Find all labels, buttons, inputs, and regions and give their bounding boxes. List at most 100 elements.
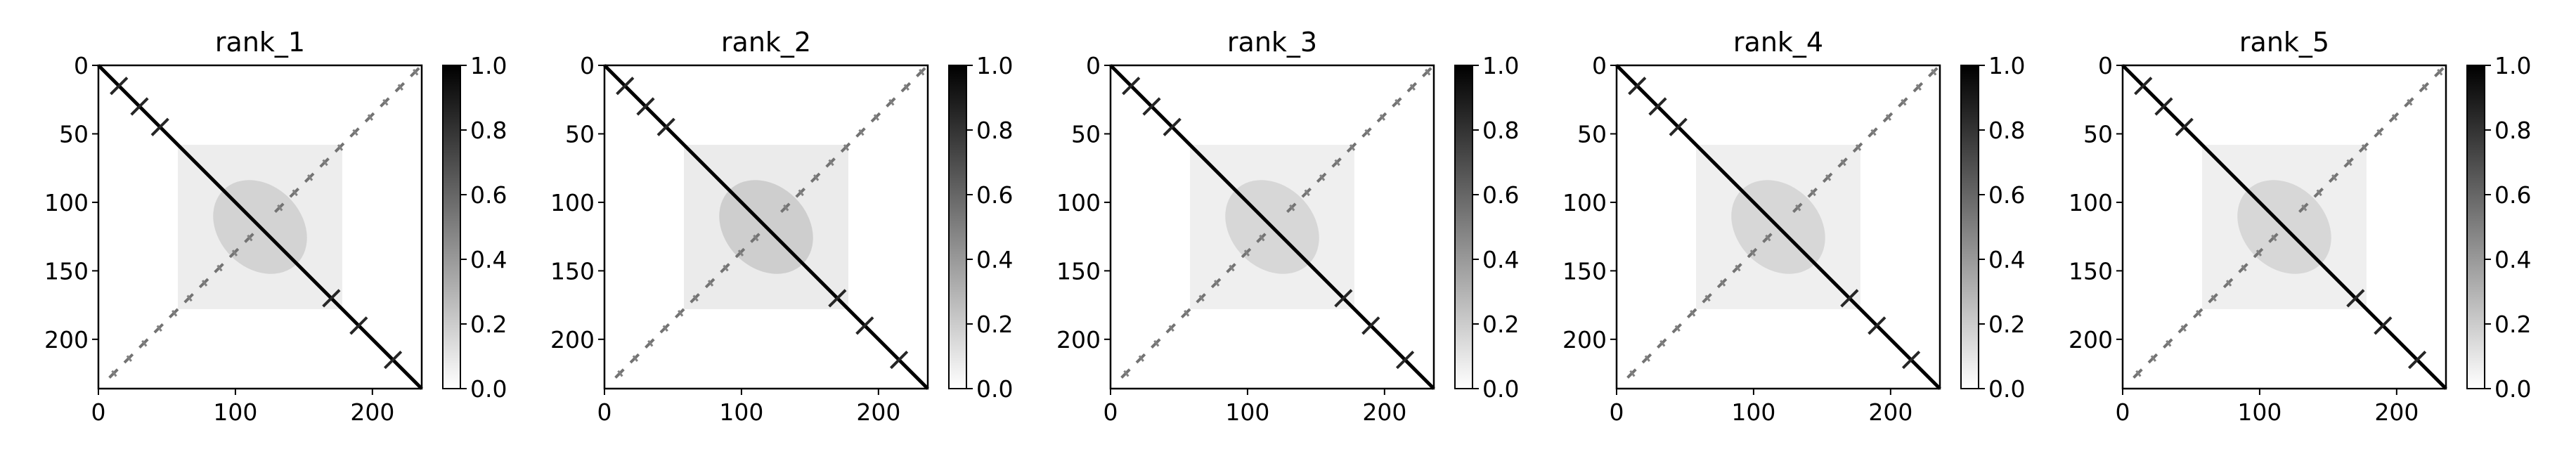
colorbar-tick-label: 0.4 [470,246,507,273]
antidiagonal-contact-tick [753,234,759,242]
antidiagonal-contact-tick [1855,144,1862,151]
y-tick-label: 100 [1562,189,1607,216]
x-tick-label: 100 [719,398,763,426]
x-tick-label: 0 [597,398,612,426]
antidiagonal-contact-tick [156,325,162,332]
y-tick-label: 50 [59,120,89,148]
antidiagonal-contact-tick [382,98,389,106]
antidiagonal-contact-tick [2391,114,2398,121]
y-tick-label: 200 [550,326,595,353]
diagonal-cross-mark [616,77,635,96]
antidiagonal-contact-tick [2180,325,2187,332]
chart-title: rank_4 [1733,27,1823,58]
diagonal-cross-mark [2374,316,2393,335]
colorbar-tick-label: 1.0 [976,52,1013,79]
main-diagonal [603,64,929,390]
antidiagonal-contact-tick [2211,294,2217,302]
antidiagonal-contact-tick [413,68,419,76]
colorbar-tick-label: 0.8 [1482,117,1519,144]
colorbar-tick-label: 1.0 [1988,52,2025,79]
colorbar-tick-label: 1.0 [1482,52,1519,79]
antidiagonal-contact-tick [2135,370,2142,377]
antidiagonal-contact-tick [1153,339,1160,347]
antidiagonal-contact-tick [2376,129,2383,136]
colorbar-tick-label: 1.0 [2494,52,2531,79]
antidiagonal-contact-tick [1735,264,1741,272]
diagonal-cross-mark [2346,289,2365,308]
y-tick-label: 50 [1577,120,1607,148]
y-tick-label: 150 [550,257,595,285]
antidiagonal-contact-tick [647,339,654,347]
antidiagonal-contact-tick [1229,264,1235,272]
antidiagonal-contact-tick [919,68,925,76]
antidiagonal-contact-tick [2255,249,2263,257]
antidiagonal-contact-tick [2316,189,2322,197]
x-tick-label: 200 [1868,398,1912,426]
antidiagonal-contact-tick [1690,309,1696,317]
antidiagonal-contact-tick [903,84,910,91]
y-tick-label: 200 [44,326,89,353]
diagonal-cross-mark [322,289,341,308]
diagonal-cross-mark [656,117,675,136]
heatmap-cells [97,64,423,390]
colorbar-tick-label: 0.4 [2494,246,2531,273]
antidiagonal-contact-tick [2331,174,2338,181]
colorbar: 0.0 0.2 0.4 0.6 0.8 1.0 [948,52,1013,403]
antidiagonal-contact-tick [186,294,193,302]
colorbar-tick-label: 0.0 [470,375,507,403]
x-tick-label: 200 [856,398,900,426]
axes-frame [2121,64,2447,390]
antidiagonal-contact-tick [1184,309,1190,317]
heatmap-panel-3: rank_3 0 100 200 0 50 100 150 200 0.0 0.2 0.4 0.6 0.8… [1056,27,1519,426]
x-tick-label: 100 [2237,398,2281,426]
antidiagonal-contact-tick [1644,355,1650,362]
colorbar-tick-label: 0.0 [976,375,1013,403]
colorbar-tick-label: 0.6 [470,181,507,209]
x-tick-label: 200 [1362,398,1406,426]
antidiagonal-contact-tick [1364,129,1371,136]
colorbar-tick-label: 0.2 [1988,311,2025,338]
chart-title: rank_5 [2239,27,2329,58]
antidiagonal-contact-tick [2150,355,2156,362]
colorbar: 0.0 0.2 0.4 0.6 0.8 1.0 [2466,52,2531,403]
diagonal-cross-mark [2407,350,2427,370]
antidiagonal-contact-tick [2421,84,2428,91]
x-tick-label: 0 [1103,398,1118,426]
colorbar-tick-label: 0.0 [1482,375,1519,403]
chart-title: rank_2 [721,27,811,58]
diagonal-cross-mark [2134,77,2153,96]
colorbar-gradient [1960,65,1979,389]
axes-frame [97,64,423,390]
colorbar-tick-label: 0.6 [1482,181,1519,209]
antidiagonal-contact-tick [247,234,253,242]
antidiagonal-contact-tick [783,204,789,212]
antidiagonal-contact-tick [2361,144,2368,151]
antidiagonal-contact-tick [2271,234,2277,242]
chart-title: rank_3 [1227,27,1317,58]
diagonal-cross-mark [349,316,368,335]
colorbar-tick-label: 0.2 [1482,311,1519,338]
colorbar-tick-label: 0.8 [470,117,507,144]
antidiagonal-contact-tick [1123,370,1130,377]
diagonal-cross-mark [1361,316,1380,335]
y-tick-label: 150 [44,257,89,285]
heatmap-cells [603,64,929,390]
y-tick-label: 150 [1056,257,1101,285]
antidiagonal-contact-tick [1870,129,1877,136]
antidiagonal-contact-tick [1765,234,1771,242]
antidiagonal-contact-tick [1349,144,1356,151]
diagonal-cross-mark [1395,350,1415,370]
antidiagonal-contact-tick [1168,325,1174,332]
diagonal-cross-mark [1628,77,1647,96]
heatmap-cells [1615,64,1941,390]
antidiagonal-contact-tick [1674,325,1681,332]
antidiagonal-contact-tick [141,339,148,347]
heatmap-cells [1109,64,1435,390]
antidiagonal-contact-tick [737,249,744,257]
antidiagonal-contact-tick [2241,264,2247,272]
antidiagonal-contact-tick [1198,294,1205,302]
colorbar-tick-label: 0.0 [1988,375,2025,403]
y-tick-label: 200 [1056,326,1101,353]
antidiagonal-contact-tick [1659,339,1666,347]
antidiagonal-contact-tick [2437,68,2443,76]
